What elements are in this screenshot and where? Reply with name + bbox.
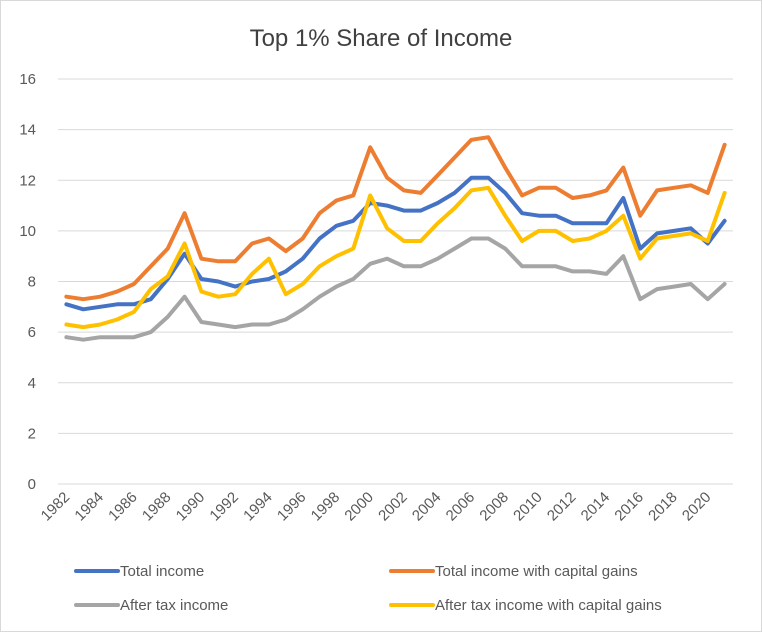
x-tick-label: 1996 <box>274 489 310 525</box>
x-tick-label: 2020 <box>679 489 715 525</box>
x-tick-label: 2004 <box>409 489 445 525</box>
x-tick-label: 1982 <box>38 489 74 525</box>
series-line <box>64 185 727 330</box>
y-tick-label: 12 <box>19 172 36 189</box>
x-tick-label: 2014 <box>578 489 614 525</box>
chart-title: Top 1% Share of Income <box>250 25 513 52</box>
y-tick-label: 14 <box>19 122 36 139</box>
y-tick-label: 6 <box>28 324 36 341</box>
x-tick-label: 2012 <box>544 489 580 525</box>
y-tick-label: 10 <box>19 223 36 240</box>
series-line <box>64 175 727 312</box>
x-tick-label: 2010 <box>510 489 546 525</box>
x-tick-label: 2006 <box>443 489 479 525</box>
series-line <box>64 236 727 342</box>
x-tick-label: 1998 <box>308 489 344 525</box>
y-tick-label: 16 <box>19 71 36 88</box>
legend-label: Total income with capital gains <box>435 563 638 580</box>
x-tick-label: 1992 <box>206 489 242 525</box>
x-tick-label: 2016 <box>611 489 647 525</box>
x-tick-label: 2000 <box>341 489 377 525</box>
x-tick-label: 2002 <box>375 489 411 525</box>
legend-label: After tax income <box>120 597 228 614</box>
x-tick-label: 2018 <box>645 489 681 525</box>
x-tick-label: 1986 <box>105 489 141 525</box>
y-tick-label: 2 <box>28 425 36 442</box>
x-tick-label: 1988 <box>139 489 175 525</box>
x-tick-label: 1994 <box>240 489 276 525</box>
x-tick-label: 1984 <box>71 489 107 525</box>
y-tick-label: 8 <box>28 274 36 291</box>
legend-label: Total income <box>120 563 204 580</box>
x-tick-label: 2008 <box>476 489 512 525</box>
y-tick-label: 4 <box>28 375 36 392</box>
y-tick-label: 0 <box>28 476 36 493</box>
x-tick-label: 1990 <box>173 489 209 525</box>
legend-label: After tax income with capital gains <box>435 597 662 614</box>
series-line <box>64 135 727 302</box>
